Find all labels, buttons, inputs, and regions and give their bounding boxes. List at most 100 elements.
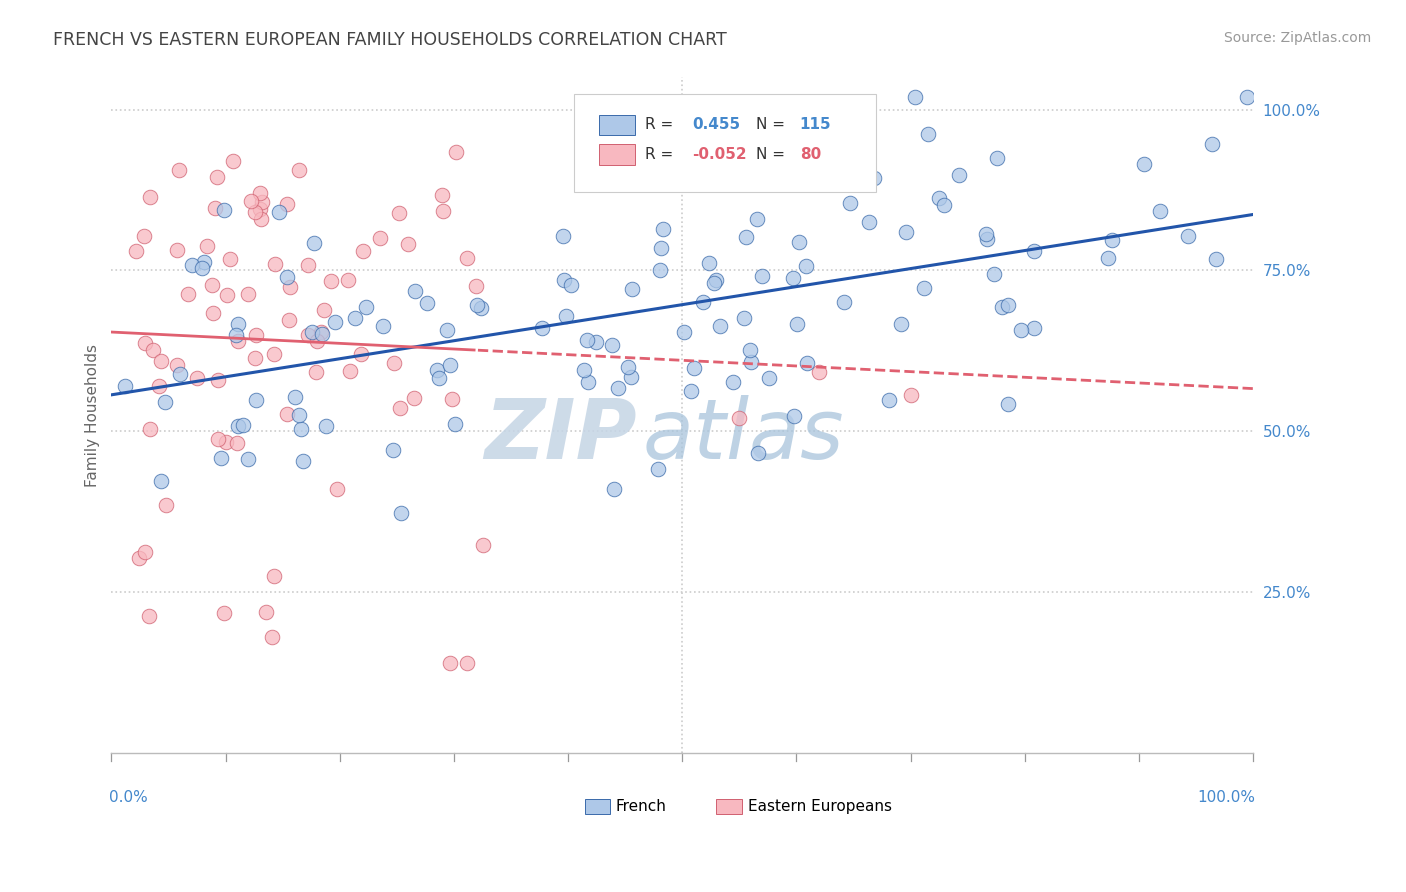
Point <box>606 380 628 394</box>
Point <box>212 606 235 620</box>
Point <box>302 235 325 250</box>
Point <box>440 392 463 407</box>
Point <box>284 390 307 404</box>
Point <box>620 369 643 384</box>
Point <box>672 325 695 339</box>
Text: Eastern Europeans: Eastern Europeans <box>748 798 893 814</box>
Text: FRENCH VS EASTERN EUROPEAN FAMILY HOUSEHOLDS CORRELATION CHART: FRENCH VS EASTERN EUROPEAN FAMILY HOUSEH… <box>53 31 727 49</box>
Point <box>647 461 669 475</box>
Point <box>794 259 817 273</box>
Point <box>997 397 1019 411</box>
Point <box>617 359 640 374</box>
Point <box>371 319 394 334</box>
Point <box>990 300 1012 314</box>
Point <box>709 319 731 334</box>
Point <box>153 395 176 409</box>
Point <box>912 281 935 295</box>
Point <box>679 146 702 161</box>
Point <box>155 498 177 512</box>
Point <box>166 244 188 258</box>
Point <box>745 211 768 226</box>
Point <box>225 436 247 450</box>
Point <box>575 333 598 347</box>
Point <box>354 300 377 314</box>
Point <box>976 232 998 246</box>
Point <box>139 422 162 436</box>
Point <box>287 409 309 423</box>
Point <box>254 605 277 619</box>
Point <box>344 310 367 325</box>
Point <box>239 194 262 208</box>
Point <box>186 371 208 385</box>
Point <box>404 392 426 406</box>
Point <box>446 145 468 160</box>
Point <box>572 363 595 377</box>
Point <box>325 315 347 329</box>
Point <box>796 356 818 370</box>
Point <box>201 277 224 292</box>
Point <box>305 334 328 348</box>
Point <box>389 506 412 520</box>
Point <box>697 256 720 270</box>
Point <box>439 359 461 373</box>
Point <box>456 656 478 670</box>
Point <box>1022 321 1045 335</box>
Point <box>311 326 333 341</box>
Point <box>723 375 745 389</box>
Point <box>337 272 360 286</box>
Point <box>917 127 939 141</box>
Point <box>1097 251 1119 265</box>
Point <box>600 337 623 351</box>
Point <box>207 432 229 446</box>
Point <box>786 317 808 331</box>
Point <box>291 454 314 468</box>
Text: R =: R = <box>644 147 678 162</box>
Point <box>1236 89 1258 103</box>
Text: N =: N = <box>756 147 790 162</box>
Point <box>603 483 626 497</box>
Point <box>207 373 229 387</box>
Point <box>877 392 900 407</box>
Point <box>134 544 156 558</box>
Point <box>681 384 703 398</box>
Point <box>389 401 412 416</box>
Point <box>553 273 575 287</box>
Point <box>404 284 426 298</box>
Point <box>167 163 190 178</box>
Point <box>430 188 453 202</box>
Point <box>740 355 762 369</box>
Point <box>301 325 323 339</box>
Point <box>747 445 769 459</box>
Point <box>352 244 374 258</box>
Point <box>735 230 758 244</box>
Point <box>553 228 575 243</box>
Point <box>1205 252 1227 266</box>
Point <box>232 417 254 432</box>
Point <box>169 368 191 382</box>
Point <box>114 379 136 393</box>
Point <box>436 322 458 336</box>
Point <box>651 222 673 236</box>
Point <box>139 190 162 204</box>
Point <box>703 276 725 290</box>
Point <box>225 328 247 343</box>
Point <box>751 269 773 284</box>
Point <box>426 363 449 377</box>
Point <box>858 215 880 229</box>
Bar <box>717 798 741 814</box>
Point <box>1133 157 1156 171</box>
Text: 80: 80 <box>800 147 821 162</box>
Point <box>620 282 643 296</box>
Point <box>218 252 240 266</box>
Point <box>444 417 467 431</box>
Point <box>692 295 714 310</box>
Text: atlas: atlas <box>643 395 844 475</box>
Point <box>214 434 236 449</box>
Point <box>288 163 311 178</box>
Point <box>472 537 495 551</box>
Point <box>585 334 607 349</box>
Point <box>297 258 319 272</box>
Text: 0.0%: 0.0% <box>110 790 148 805</box>
Point <box>983 267 1005 281</box>
Bar <box>585 798 610 814</box>
